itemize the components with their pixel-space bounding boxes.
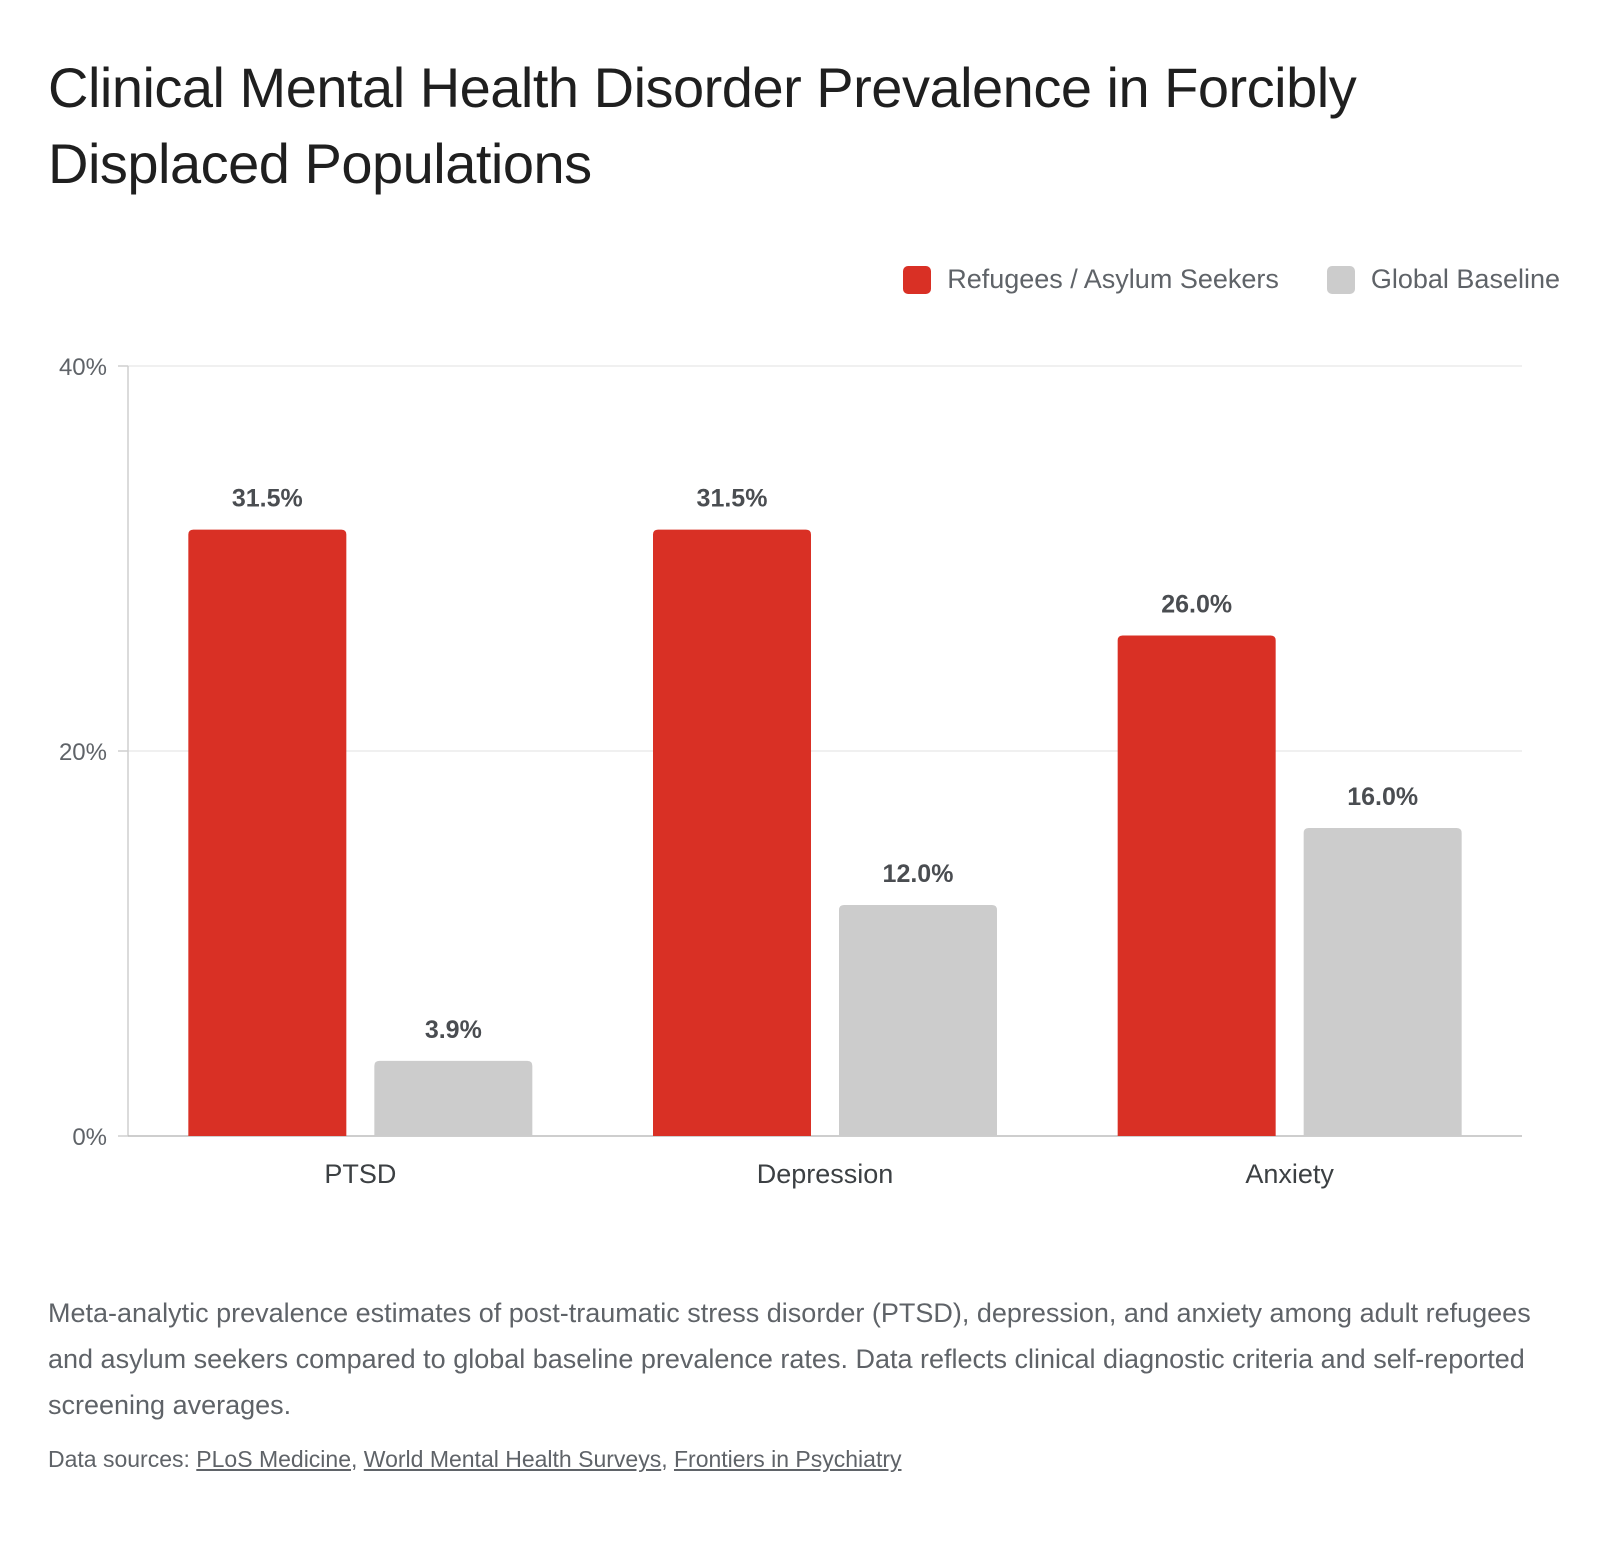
- chart-caption: Meta-analytic prevalence estimates of po…: [48, 1298, 1531, 1420]
- bar: [839, 905, 997, 1136]
- legend-swatch-baseline: [1326, 265, 1355, 294]
- data-label: 3.9%: [425, 1016, 482, 1044]
- data-label: 31.5%: [232, 485, 303, 513]
- bar: [188, 529, 347, 1136]
- bar-chart: 0% 20% 40% 31.5% 3.9% PTSD 31.5% 12.0% Depressio…: [59, 354, 1522, 1189]
- x-category-label: Anxiety: [1245, 1159, 1334, 1189]
- bar: [653, 529, 811, 1136]
- data-label: 16.0%: [1347, 783, 1418, 811]
- data-sources: Data sources: PLoS Medicine, World Menta…: [48, 1446, 902, 1472]
- sources-prefix: Data sources:: [48, 1446, 197, 1472]
- chart-legend: Refugees / Asylum Seekers Global Baselin…: [903, 264, 1560, 295]
- source-link-plos-medicine[interactable]: PLoS Medicine: [196, 1446, 351, 1472]
- legend-label-baseline: Global Baseline: [1370, 264, 1560, 294]
- y-tick-label: 20%: [59, 739, 107, 766]
- y-tick-label: 40%: [59, 354, 107, 381]
- data-label: 12.0%: [883, 860, 954, 888]
- bar: [374, 1060, 533, 1136]
- legend-swatch-refugees: [903, 265, 932, 294]
- legend-item-refugees: Refugees / Asylum Seekers: [903, 264, 1279, 295]
- x-category-label: PTSD: [324, 1159, 396, 1189]
- x-category-label: Depression: [757, 1159, 894, 1189]
- legend-item-baseline: Global Baseline: [1326, 264, 1560, 295]
- source-link-world-mental-health-surveys[interactable]: World Mental Health Surveys: [363, 1446, 662, 1472]
- data-label: 26.0%: [1161, 591, 1232, 619]
- bar: [1117, 635, 1276, 1136]
- source-link-frontiers-in-psychiatry[interactable]: Frontiers in Psychiatry: [673, 1446, 902, 1472]
- bar: [1303, 828, 1462, 1136]
- data-label: 31.5%: [697, 485, 768, 513]
- y-tick-label: 0%: [72, 1124, 107, 1151]
- legend-label-refugees: Refugees / Asylum Seekers: [947, 264, 1279, 294]
- chart-title: Clinical Mental Health Disorder Prevalen…: [48, 56, 1357, 195]
